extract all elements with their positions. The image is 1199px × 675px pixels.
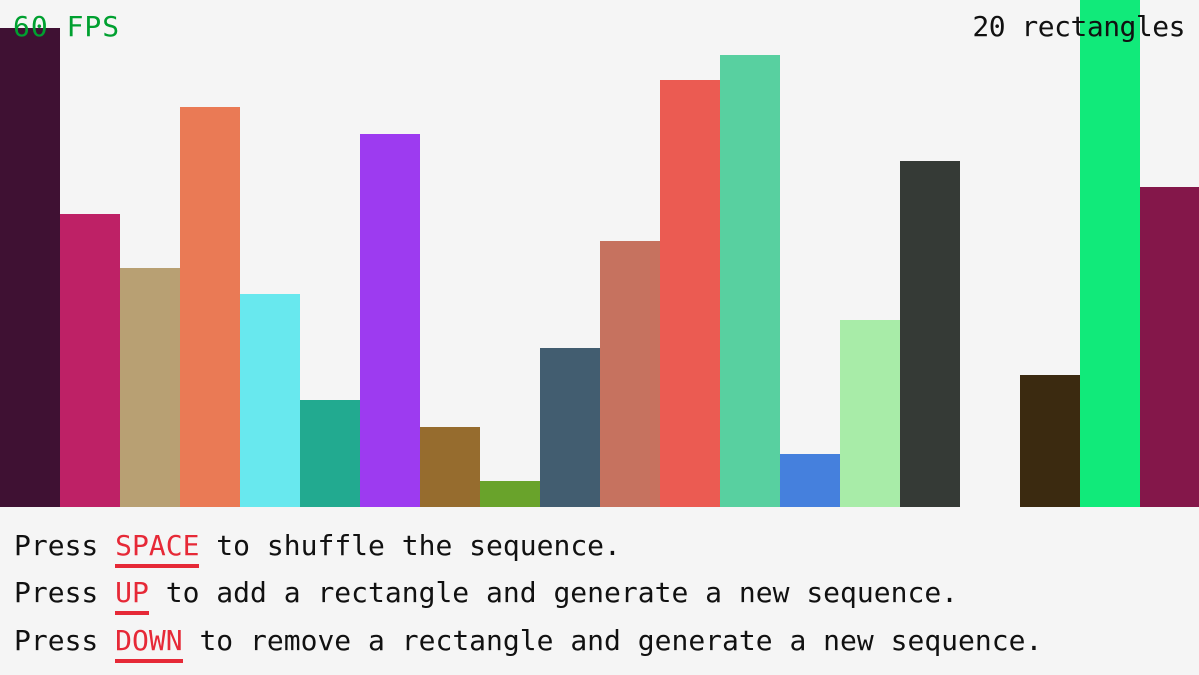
rectangle-bar — [540, 348, 600, 507]
instruction-text: Press — [14, 529, 116, 562]
instruction-text: to add a rectangle and generate a new se… — [148, 576, 959, 609]
instruction-space: Press SPACE to shuffle the sequence. — [14, 529, 621, 568]
rectangle-bar — [1020, 375, 1080, 507]
rectangle-bar — [720, 55, 780, 507]
key-space: SPACE — [115, 529, 200, 568]
fps-counter: 60 FPS — [13, 10, 121, 43]
instruction-text: to shuffle the sequence. — [199, 529, 621, 562]
rectangle-bar — [120, 268, 180, 507]
rectangle-bar — [840, 320, 900, 507]
instruction-text: Press — [14, 624, 116, 657]
rectangle-bar — [660, 80, 720, 507]
instruction-up: Press UP to add a rectangle and generate… — [14, 576, 959, 615]
rectangle-bar — [900, 161, 960, 507]
rectangle-bar — [420, 427, 480, 507]
rectangles-area — [0, 0, 1199, 507]
instruction-text: Press — [14, 576, 116, 609]
rectangle-bar — [1080, 0, 1140, 507]
rectangle-bar — [480, 481, 540, 507]
rectangle-bar — [240, 294, 300, 507]
key-down: DOWN — [115, 624, 184, 663]
rectangle-bar — [300, 400, 360, 507]
key-up: UP — [115, 576, 149, 615]
rectangle-bar — [60, 214, 120, 507]
instruction-text: to remove a rectangle and generate a new… — [182, 624, 1043, 657]
rectangle-count: 20 rectangles — [972, 10, 1185, 43]
rectangle-bar — [780, 454, 840, 507]
rectangle-bar — [360, 134, 420, 507]
rectangle-bar — [1140, 187, 1199, 507]
rectangle-bar — [180, 107, 240, 507]
rectangle-bar — [600, 241, 660, 507]
instruction-down: Press DOWN to remove a rectangle and gen… — [14, 624, 1043, 663]
rectangle-bar — [0, 28, 60, 507]
